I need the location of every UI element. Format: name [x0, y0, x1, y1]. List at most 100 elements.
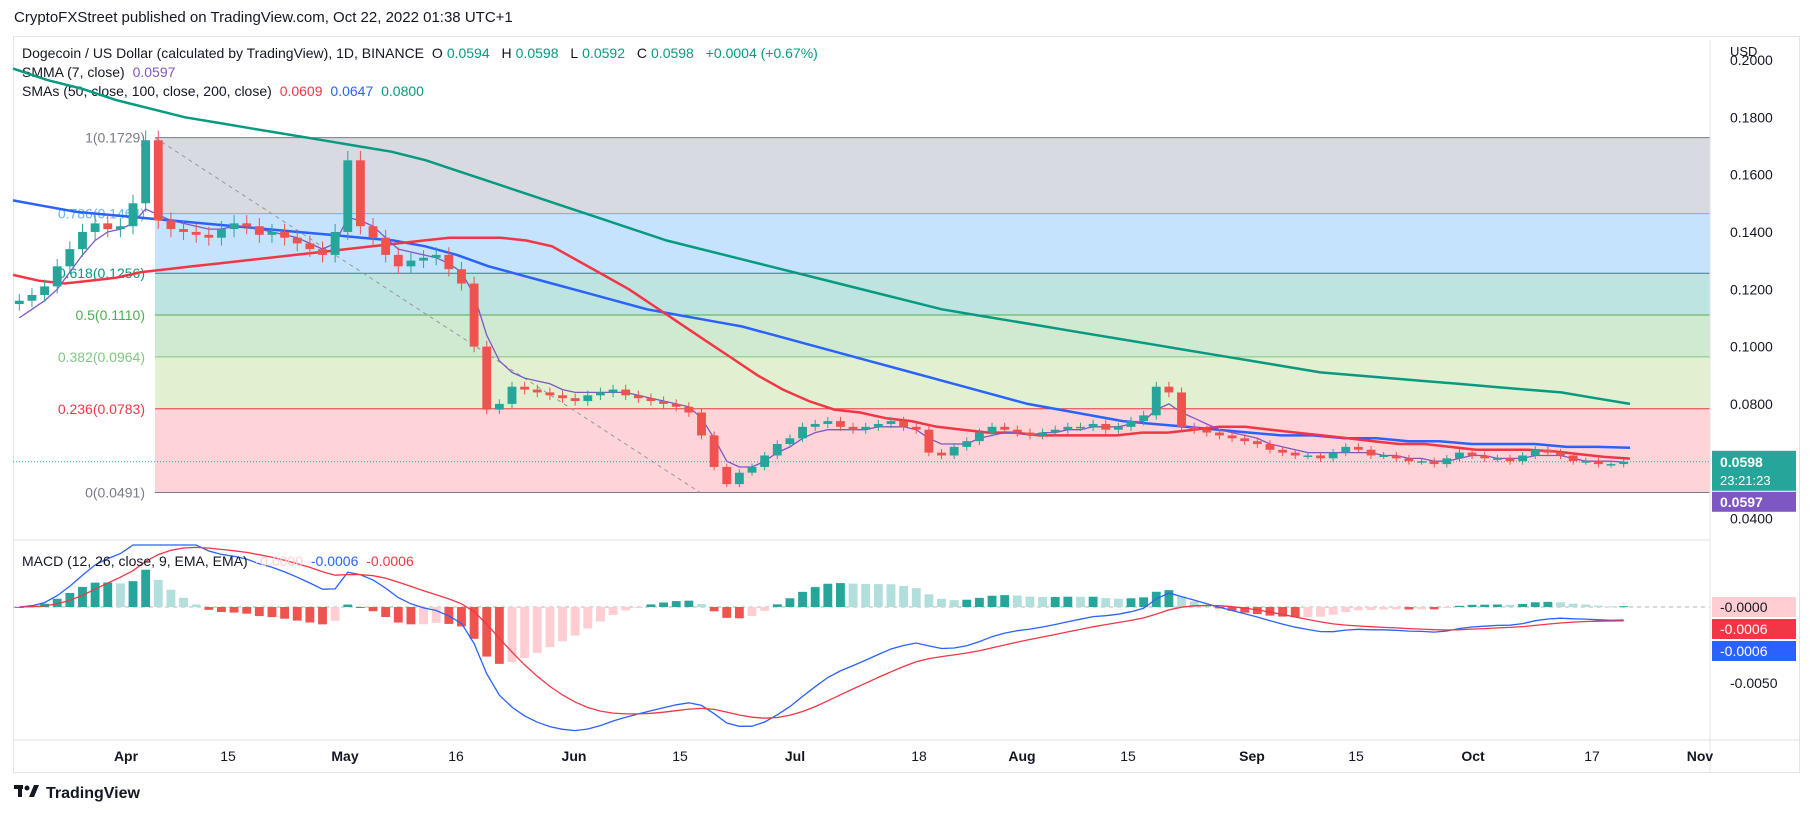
time-tick-label: 16 [448, 748, 464, 764]
macd-histogram-bar [798, 591, 807, 607]
macd-histogram-bar [1227, 607, 1237, 611]
macd-histogram-bar [734, 607, 744, 619]
candle-body [1328, 452, 1338, 459]
macd-value-badge-label: -0.0006 [1720, 643, 1768, 659]
macd-histogram-bar [1442, 607, 1452, 608]
candle-body [545, 392, 555, 396]
macd-line [19, 544, 1624, 732]
macd-histogram-bar [570, 607, 580, 636]
macd-line-value: -0.0006 [310, 553, 359, 569]
candle-body [355, 160, 365, 227]
macd-histogram-bar [1126, 598, 1136, 607]
macd-histogram-bar [343, 604, 353, 607]
sma50-line [12, 236, 1631, 460]
macd-histogram-bar [191, 604, 201, 607]
macd-histogram-bar [1581, 604, 1591, 607]
macd-histogram-bar [596, 607, 605, 622]
candle-body [52, 266, 62, 287]
macd-histogram-bar [267, 607, 277, 618]
macd-histogram-bar [772, 604, 782, 607]
macd-pane [13, 544, 1710, 732]
macd-histogram-bar [545, 607, 555, 648]
time-tick-label: May [331, 748, 358, 764]
symbol-legend: Dogecoin / US Dollar (calculated by Trad… [22, 45, 822, 61]
macd-histogram-bar [431, 607, 441, 623]
chart-frame [13, 36, 1800, 773]
smma-label: SMMA (7, close) [22, 64, 125, 80]
smas-legend[interactable]: SMAs (50, close, 100, close, 200, close)… [22, 83, 428, 99]
symbol-name[interactable]: Dogecoin / US Dollar (calculated by Trad… [22, 45, 425, 61]
macd-histogram-bar [1518, 603, 1528, 607]
price-tick-label: 0.1200 [1730, 281, 1773, 297]
macd-histogram-bar [987, 595, 997, 607]
candle-body [962, 441, 972, 447]
macd-histogram-bar [1000, 595, 1010, 607]
macd-histogram-bar [1328, 607, 1338, 615]
ohlc-open: O 0.0594 [431, 45, 490, 61]
candle-body [747, 466, 757, 473]
candle-body [823, 421, 833, 424]
fib-level-label: 0.5(0.1110) [75, 307, 145, 323]
candle-body [1316, 455, 1325, 459]
macd-histogram-bar [974, 597, 984, 607]
macd-histogram-bar [684, 600, 694, 607]
macd-histogram-bar [1076, 596, 1085, 607]
time-tick-label: Apr [114, 748, 139, 764]
candle-body [153, 140, 163, 221]
candle-body [621, 389, 631, 396]
macd-histogram-bar [836, 583, 845, 607]
macd-histogram-bar [1265, 607, 1275, 616]
candle-body [1252, 441, 1262, 445]
macd-histogram-bar [128, 581, 138, 607]
macd-histogram-bar [242, 607, 252, 614]
candle-body [128, 203, 138, 227]
fib-level-label: 0.236(0.0783) [58, 401, 145, 417]
candle-body [40, 286, 50, 295]
candle-body [734, 472, 744, 485]
macd-histogram-bar [861, 583, 871, 607]
smma-legend[interactable]: SMMA (7, close) 0.0597 [22, 64, 179, 80]
price-change: +0.0004 (+0.67%) [705, 45, 818, 61]
candle-body [949, 446, 959, 456]
macd-histogram-bar [1088, 596, 1098, 607]
macd-tick-label: -0.0050 [1730, 675, 1778, 691]
fib-level-label: 1(0.1729) [85, 130, 145, 146]
macd-histogram-bar [1505, 604, 1515, 607]
macd-label: MACD (12, 26, close, 9, EMA, EMA) [22, 553, 248, 569]
candle-body [596, 392, 605, 396]
candle-body [1619, 461, 1629, 465]
candle-body [1492, 458, 1502, 460]
macd-histogram-bar [1139, 597, 1149, 607]
macd-histogram-bar [1050, 596, 1060, 607]
macd-histogram-bar [1113, 598, 1123, 607]
candle-body [1442, 458, 1452, 465]
candle-body [419, 257, 428, 261]
macd-legend[interactable]: MACD (12, 26, close, 9, EMA, EMA) -0.000… [22, 553, 418, 569]
tradingview-logo[interactable]: TradingView [14, 784, 140, 803]
macd-histogram-bar [924, 594, 934, 607]
candle-body [191, 231, 201, 235]
time-tick-label: Jul [785, 748, 805, 764]
macd-histogram-bar [1366, 607, 1376, 611]
candle-body [1467, 452, 1477, 456]
macd-histogram-bar [141, 569, 151, 607]
candle-body [229, 223, 239, 230]
candle-body [14, 300, 24, 305]
macd-histogram-bar [280, 607, 290, 619]
time-tick-label: 15 [1120, 748, 1136, 764]
fib-zone [155, 356, 1710, 409]
candle-body [1455, 452, 1464, 459]
candle-body [1265, 444, 1275, 450]
candle-body [532, 389, 542, 393]
macd-histogram-bar [949, 600, 959, 607]
candle-body [633, 395, 643, 399]
macd-histogram-bar [760, 607, 770, 611]
candle-body [1278, 449, 1288, 453]
macd-histogram-bar [1480, 604, 1490, 607]
ohlc-close: C 0.0598 [636, 45, 694, 61]
candle-body [873, 423, 883, 427]
smma-value: 0.0597 [132, 64, 176, 80]
macd-histogram-bar [393, 607, 403, 623]
